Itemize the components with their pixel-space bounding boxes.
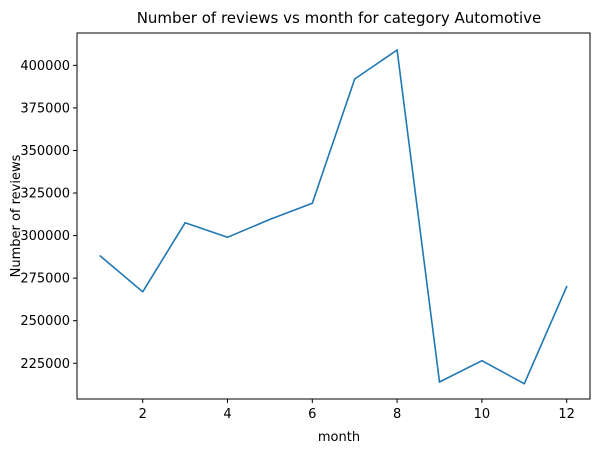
y-axis-label: Number of reviews — [9, 154, 24, 277]
y-tick-label: 400000 — [20, 59, 70, 74]
y-tick-label: 325000 — [20, 187, 70, 202]
x-tick-label: 8 — [393, 407, 401, 422]
x-axis-label: month — [318, 430, 360, 445]
chart-title: Number of reviews vs month for category … — [137, 9, 542, 27]
y-tick-label: 375000 — [20, 101, 70, 116]
data-point — [311, 202, 314, 205]
data-point — [438, 381, 441, 383]
data-point — [141, 290, 144, 293]
data-point — [269, 218, 271, 221]
data-point — [184, 222, 186, 224]
data-point — [565, 285, 568, 288]
y-tick-label: 300000 — [20, 229, 70, 244]
x-tick-label: 10 — [474, 407, 491, 422]
series-layer — [99, 49, 568, 385]
series-line — [99, 49, 568, 385]
x-tick-label: 2 — [139, 407, 147, 422]
data-point — [99, 255, 102, 257]
y-tick-label: 225000 — [20, 357, 70, 372]
y-tick-label: 350000 — [20, 144, 70, 159]
plot-frame — [76, 32, 591, 400]
data-point — [396, 49, 398, 51]
data-point — [353, 78, 356, 80]
x-tick-label: 6 — [308, 407, 316, 422]
data-point — [523, 382, 526, 385]
tick-layer: 2 4 6 8 10 12 225000 250000 275000 300000 325000 35… — [20, 59, 575, 422]
y-tick-label: 275000 — [20, 272, 70, 287]
data-point — [481, 359, 483, 362]
y-tick-label: 250000 — [20, 314, 70, 329]
x-tick-label: 4 — [223, 407, 231, 422]
x-tick-label: 12 — [558, 407, 575, 422]
data-point — [226, 236, 229, 239]
